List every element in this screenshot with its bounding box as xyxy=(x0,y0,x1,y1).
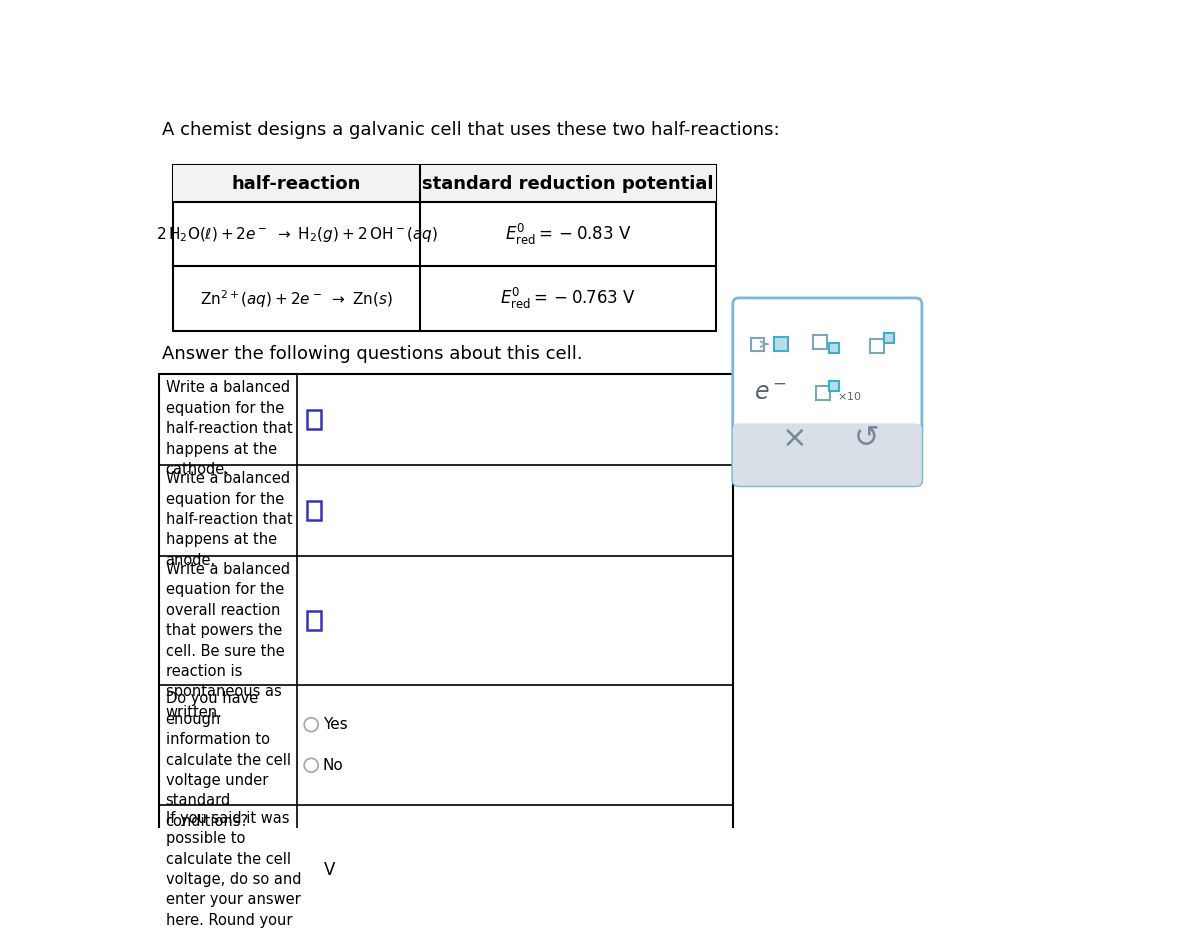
Circle shape xyxy=(305,718,318,732)
Text: If you said it was
possible to
calculate the cell
voltage, do so and
enter your : If you said it was possible to calculate… xyxy=(166,811,301,930)
Text: $\mathrm{Zn}^{2+}(aq)+2e^-\ \rightarrow\ \mathrm{Zn}(s)$: $\mathrm{Zn}^{2+}(aq)+2e^-\ \rightarrow\… xyxy=(200,288,394,310)
Text: A chemist designs a galvanic cell that uses these two half-reactions:: A chemist designs a galvanic cell that u… xyxy=(162,121,779,139)
Text: $e^-$: $e^-$ xyxy=(754,380,786,405)
Text: $\times 10$: $\times 10$ xyxy=(836,390,862,402)
Text: Write a balanced
equation for the
overall reaction
that powers the
cell. Be sure: Write a balanced equation for the overal… xyxy=(166,562,289,720)
Bar xyxy=(306,861,320,879)
Bar xyxy=(870,339,884,352)
Text: Write a balanced
equation for the
half-reaction that
happens at the
anode.: Write a balanced equation for the half-r… xyxy=(166,472,292,568)
Text: $E^0_{\mathrm{red}} = -0.763\ \mathrm{V}$: $E^0_{\mathrm{red}} = -0.763\ \mathrm{V}… xyxy=(500,286,636,312)
Text: Answer the following questions about this cell.: Answer the following questions about thi… xyxy=(162,345,582,363)
Text: Do you have
enough
information to
calculate the cell
voltage under
standard
cond: Do you have enough information to calcul… xyxy=(166,691,290,829)
Bar xyxy=(884,333,894,343)
Text: Yes: Yes xyxy=(323,717,348,732)
Text: Write a balanced
equation for the
half-reaction that
happens at the
cathode.: Write a balanced equation for the half-r… xyxy=(166,380,292,477)
Text: $E^0_{\mathrm{red}} = -0.83\ \mathrm{V}$: $E^0_{\mathrm{red}} = -0.83\ \mathrm{V}$ xyxy=(505,222,631,247)
Text: standard reduction potential: standard reduction potential xyxy=(422,175,714,193)
Bar xyxy=(306,410,320,429)
Bar xyxy=(306,501,320,520)
Text: ↺: ↺ xyxy=(854,424,880,453)
Bar xyxy=(160,374,733,930)
Bar xyxy=(751,338,764,351)
Bar xyxy=(816,386,829,400)
Bar xyxy=(173,166,715,331)
FancyBboxPatch shape xyxy=(733,298,922,485)
Circle shape xyxy=(305,758,318,772)
Text: No: No xyxy=(323,758,343,773)
Text: $2\,\mathrm{H_2O}(\ell)+2e^-\ \rightarrow\ \mathrm{H_2}(g)+2\,\mathrm{OH}^-(aq)$: $2\,\mathrm{H_2O}(\ell)+2e^-\ \rightarro… xyxy=(156,225,438,244)
Text: ×: × xyxy=(782,424,808,453)
Text: half-reaction: half-reaction xyxy=(232,175,361,193)
FancyBboxPatch shape xyxy=(733,423,922,485)
Text: V: V xyxy=(324,861,336,879)
Bar xyxy=(173,166,715,203)
Bar xyxy=(828,343,839,353)
Bar xyxy=(774,338,788,351)
Bar xyxy=(306,611,320,630)
Bar xyxy=(829,380,839,391)
Bar xyxy=(814,335,827,349)
